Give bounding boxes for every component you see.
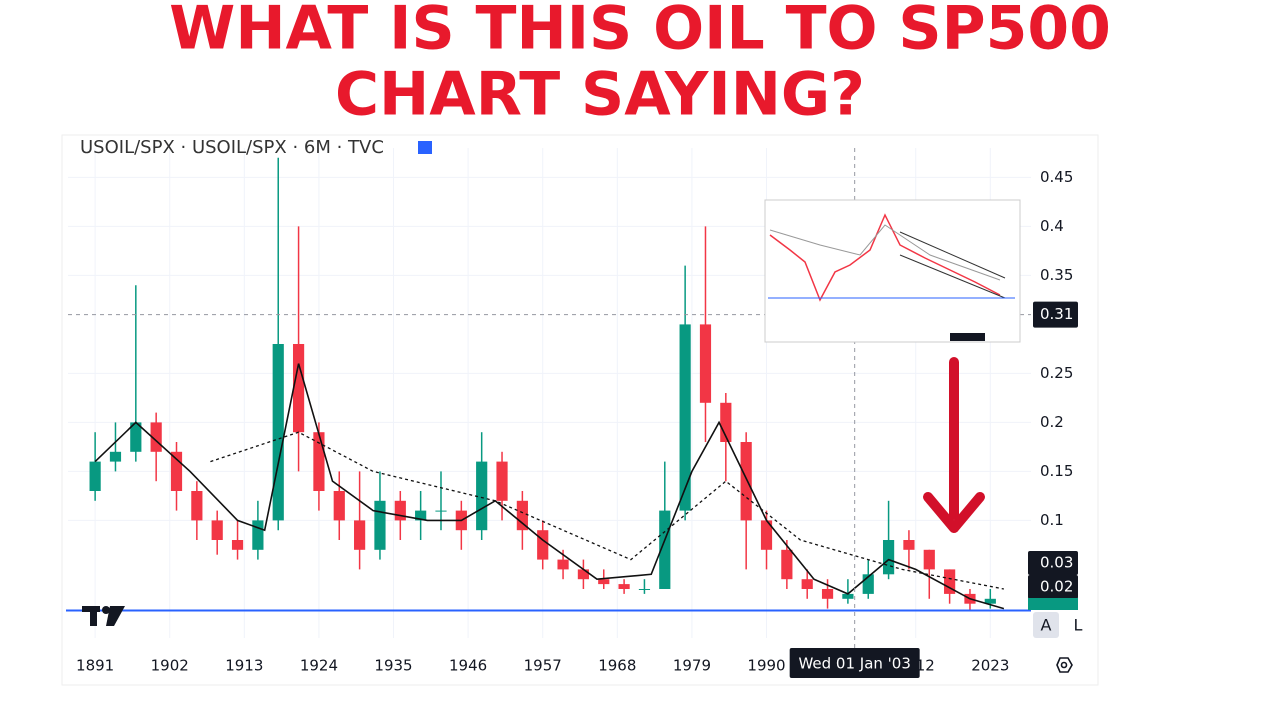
- candle-body: [333, 491, 345, 521]
- y-tick-label: 0.35: [1040, 266, 1073, 284]
- candle-body: [557, 559, 569, 570]
- scale-button[interactable]: [1033, 612, 1059, 638]
- price-box: [1033, 301, 1078, 328]
- x-tick-label: 1924: [300, 657, 338, 675]
- candle-body: [842, 593, 854, 599]
- candle-body: [130, 422, 142, 452]
- tv-logo: [82, 606, 125, 626]
- crosshair-x-label: Wed 01 Jan '03: [798, 655, 910, 673]
- price-box: [1028, 551, 1078, 575]
- plot: [89, 157, 1005, 611]
- y-tick-label: 0.1: [1040, 511, 1064, 529]
- grid: [68, 148, 1031, 638]
- x-tick-label: 1957: [524, 657, 562, 675]
- candle-body: [903, 540, 915, 550]
- candle-body: [313, 432, 325, 491]
- crosshair-x-box: [789, 648, 920, 678]
- x-tick-label: 2023: [971, 657, 1009, 675]
- candle-body: [821, 589, 834, 599]
- x-tick-label: 1902: [151, 657, 189, 675]
- candle-body: [292, 344, 305, 433]
- candle-body: [231, 540, 244, 550]
- symbol-label: USOIL/SPX · USOIL/SPX · 6M · TVC: [80, 137, 384, 158]
- y-tick-label: 0.15: [1040, 462, 1073, 480]
- x-tick-label: 1946: [449, 657, 487, 675]
- scale-button-label[interactable]: L: [1074, 616, 1083, 635]
- candle-body: [781, 549, 793, 580]
- candle-body: [618, 584, 630, 589]
- candle-body: [435, 510, 447, 512]
- candle-body: [862, 574, 874, 594]
- candle-body: [659, 510, 671, 589]
- candle-body: [496, 461, 508, 501]
- candle-body: [638, 589, 651, 590]
- red-arrow: [923, 357, 985, 533]
- title-line: WHAT IS THIS OIL TO SP500: [169, 0, 1111, 64]
- x-tick-label: 1935: [374, 657, 412, 675]
- y-tick-label: 0.45: [1040, 168, 1073, 186]
- candle-body: [577, 569, 590, 580]
- y-tick-label: 0.4: [1040, 217, 1064, 235]
- candle-body: [394, 500, 406, 521]
- candle-body: [923, 549, 935, 570]
- moving-average: [210, 431, 1004, 590]
- candle-body: [374, 500, 386, 550]
- price-label: 0.31: [1040, 305, 1073, 323]
- scale-button[interactable]: [1065, 612, 1091, 638]
- candle-body: [944, 569, 956, 594]
- candle-body: [211, 520, 223, 540]
- price-box: [1028, 575, 1078, 599]
- flag: [418, 141, 432, 154]
- candle-body: [740, 442, 752, 521]
- candle-body: [272, 344, 284, 521]
- inset-image: [764, 199, 1021, 343]
- candle-body: [699, 324, 712, 403]
- candle-body: [801, 579, 813, 589]
- candle-body: [760, 520, 773, 550]
- x-tick-label: 1979: [673, 657, 711, 675]
- x-tick-label: 1891: [76, 657, 114, 675]
- y-tick-label: 0.25: [1040, 364, 1073, 382]
- scale-button-label[interactable]: A: [1041, 616, 1052, 635]
- candle-body: [720, 402, 732, 442]
- candle-body: [598, 579, 610, 585]
- title-line: CHART SAYING?: [335, 60, 865, 130]
- settings-icon[interactable]: [1056, 657, 1073, 673]
- candle-body: [252, 520, 264, 550]
- candle-body: [170, 451, 183, 491]
- candle-body: [984, 598, 996, 604]
- candle-body: [89, 461, 101, 491]
- x-tick-label: 1913: [225, 657, 263, 675]
- candle-body: [191, 491, 203, 521]
- candle-body: [516, 500, 528, 531]
- price-label: 0.02: [1040, 578, 1073, 596]
- candle-body: [150, 422, 162, 452]
- candle-body: [679, 324, 691, 511]
- candle-body: [537, 530, 549, 560]
- x-tick-label: 1990: [747, 657, 785, 675]
- candle-body: [415, 510, 427, 521]
- candle-body: [354, 520, 366, 550]
- candle-body: [109, 451, 122, 462]
- moving-average: [94, 363, 1005, 610]
- price-label: 0.03: [1040, 554, 1073, 572]
- overlay: 0.45 0.4 0.35 0.25 0.2 0.15 0.1 1891 1902 1913 192…: [66, 148, 1091, 678]
- x-tick-label: 1968: [598, 657, 636, 675]
- price-box: [1028, 598, 1078, 610]
- candle-body: [476, 461, 488, 531]
- candle-body: [882, 540, 895, 575]
- y-tick-label: 0.2: [1040, 413, 1064, 431]
